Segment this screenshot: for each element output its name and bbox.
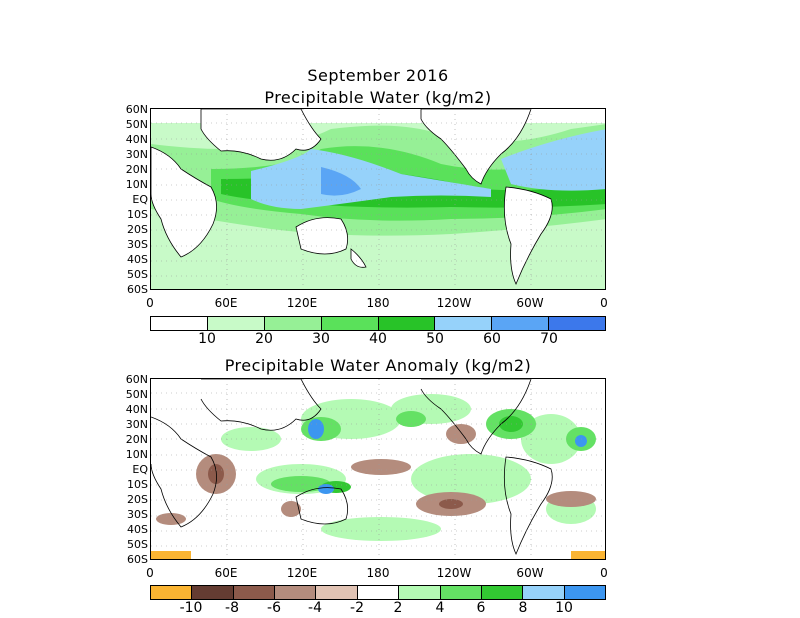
top-lat-label: 40S — [127, 253, 148, 266]
bottom-lat-label: EQ — [132, 463, 148, 476]
top-colorbar-swatch — [207, 317, 265, 330]
bottom-lat-label: 50N — [125, 388, 148, 401]
top-lat-label: 10N — [125, 178, 148, 191]
bottom-colorbar-label: 6 — [476, 600, 486, 616]
bottom-lat-label: 10S — [127, 478, 148, 491]
top-colorbar-swatch — [378, 317, 436, 330]
bottom-lon-label: 60E — [214, 566, 238, 580]
top-lat-label: 50S — [127, 268, 148, 281]
bottom-colorbar-swatch — [440, 586, 482, 599]
top-colorbar-swatch — [549, 317, 605, 330]
bottom-colorbar-label: -8 — [225, 600, 239, 616]
top-colorbar-swatch — [264, 317, 322, 330]
top-lat-label: EQ — [132, 193, 148, 206]
bottom-title: Precipitable Water Anomaly (kg/m2) — [224, 356, 532, 375]
bottom-lat-label: 20S — [127, 493, 148, 506]
top-colorbar-label: 40 — [369, 331, 387, 347]
top-colorbar-label: 60 — [483, 331, 501, 347]
top-lon-label: 180 — [366, 296, 390, 310]
bottom-lat-label: 40S — [127, 523, 148, 536]
bottom-colorbar-swatch — [316, 586, 358, 599]
top-lat-label: 40N — [125, 133, 148, 146]
bottom-colorbar-swatch — [275, 586, 317, 599]
top-colorbar-swatch — [321, 317, 379, 330]
bottom-map-field — [151, 379, 605, 559]
top-colorbar-label: 10 — [198, 331, 216, 347]
top-lon-label: 0 — [146, 296, 154, 310]
bottom-lat-label: 30N — [125, 418, 148, 431]
bottom-colorbar-swatch — [151, 586, 193, 599]
bottom-colorbar-swatch — [523, 586, 565, 599]
bottom-colorbar-swatch — [399, 586, 441, 599]
top-lat-label: 60S — [127, 283, 148, 296]
bottom-colorbar-label: 8 — [518, 600, 528, 616]
bottom-lon-label: 180 — [366, 566, 390, 580]
top-colorbar-label: 30 — [312, 331, 330, 347]
top-lon-label: 60W — [516, 296, 544, 310]
top-lon-label: 60E — [214, 296, 238, 310]
top-lat-label: 10S — [127, 208, 148, 221]
bottom-map — [150, 378, 606, 560]
top-colorbar-label: 20 — [255, 331, 273, 347]
bottom-lat-label: 20N — [125, 433, 148, 446]
bottom-colorbar-label: 4 — [435, 600, 445, 616]
top-colorbar-label: 70 — [540, 331, 558, 347]
bottom-colorbar-label: -2 — [350, 600, 364, 616]
bottom-colorbar-label: -6 — [267, 600, 281, 616]
bottom-colorbar-swatch — [564, 586, 605, 599]
top-colorbar-label: 50 — [426, 331, 444, 347]
top-colorbar-swatch — [435, 317, 493, 330]
top-map-field — [151, 109, 605, 289]
bottom-colorbar-label: -4 — [308, 600, 322, 616]
top-title-line1: September 2016 — [307, 66, 449, 85]
bottom-lat-label: 50S — [127, 538, 148, 551]
top-lat-label: 30S — [127, 238, 148, 251]
bottom-lat-label: 30S — [127, 508, 148, 521]
bottom-colorbar-label: 2 — [393, 600, 403, 616]
bottom-lon-label: 0 — [146, 566, 154, 580]
top-lon-label: 120W — [436, 296, 472, 310]
bottom-colorbar — [150, 585, 606, 600]
bottom-lat-label: 60S — [127, 553, 148, 566]
bottom-lat-label: 10N — [125, 448, 148, 461]
top-lat-label: 20N — [125, 163, 148, 176]
bottom-lon-label: 60W — [516, 566, 544, 580]
top-lon-label: 120E — [286, 296, 318, 310]
bottom-lon-label: 120W — [436, 566, 472, 580]
bottom-colorbar-label: 10 — [555, 600, 573, 616]
bottom-colorbar-swatch — [233, 586, 276, 599]
top-colorbar — [150, 316, 606, 331]
top-lat-label: 20S — [127, 223, 148, 236]
top-lat-label: 30N — [125, 148, 148, 161]
top-lat-label: 60N — [125, 103, 148, 116]
bottom-lon-label: 120E — [286, 566, 318, 580]
bottom-colorbar-swatch — [192, 586, 234, 599]
bottom-colorbar-label: -10 — [179, 600, 203, 616]
bottom-lat-label: 60N — [125, 373, 148, 386]
bottom-colorbar-swatch — [357, 586, 400, 599]
bottom-lon-label: 0 — [600, 566, 608, 580]
bottom-colorbar-swatch — [481, 586, 524, 599]
bottom-lat-label: 40N — [125, 403, 148, 416]
top-lat-label: 50N — [125, 118, 148, 131]
top-colorbar-swatch — [151, 317, 208, 330]
top-lon-label: 0 — [600, 296, 608, 310]
top-title-line2: Precipitable Water (kg/m2) — [264, 88, 492, 107]
top-colorbar-swatch — [492, 317, 550, 330]
top-map — [150, 108, 606, 290]
